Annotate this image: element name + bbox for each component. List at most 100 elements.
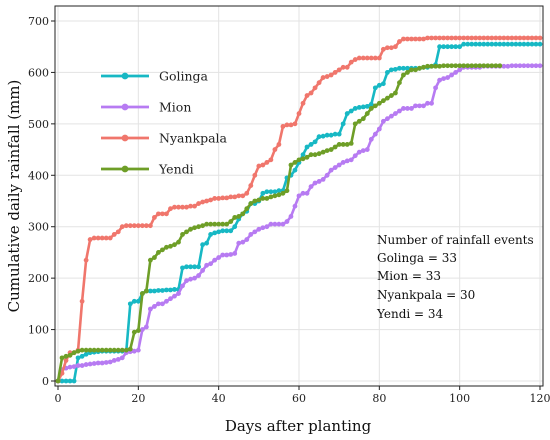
data-point-nyankpala xyxy=(364,55,370,61)
data-point-mion xyxy=(204,262,210,268)
data-point-yendi xyxy=(304,154,310,160)
data-point-nyankpala xyxy=(164,211,169,217)
data-point-yendi xyxy=(236,214,242,219)
data-point-yendi xyxy=(489,63,495,69)
data-point-yendi xyxy=(449,63,455,69)
data-point-mion xyxy=(184,278,189,284)
y-axis-title: Cumulative daily rainfall (mm) xyxy=(5,80,23,313)
data-point-yendi xyxy=(284,188,290,194)
data-point-yendi xyxy=(248,201,254,206)
data-point-mion xyxy=(208,261,214,267)
data-point-golinga xyxy=(131,298,137,304)
data-point-nyankpala xyxy=(529,35,535,41)
data-point-golinga xyxy=(384,70,390,75)
data-point-yendi xyxy=(59,355,65,361)
data-point-nyankpala xyxy=(413,36,418,42)
data-point-yendi xyxy=(268,194,274,200)
data-point-mion xyxy=(336,162,342,168)
data-point-mion xyxy=(445,75,451,80)
data-point-golinga xyxy=(364,103,370,109)
data-point-nyankpala xyxy=(172,204,177,210)
data-point-mion xyxy=(111,358,117,363)
data-point-nyankpala xyxy=(296,111,302,116)
data-point-yendi xyxy=(393,90,398,96)
data-point-golinga xyxy=(461,41,467,47)
data-point-nyankpala xyxy=(103,235,109,241)
data-point-yendi xyxy=(67,352,73,358)
data-point-yendi xyxy=(220,221,226,227)
data-point-yendi xyxy=(216,221,222,227)
data-point-mion xyxy=(264,224,270,230)
x-tick-label: 40 xyxy=(212,392,226,405)
data-point-golinga xyxy=(232,224,238,230)
data-point-mion xyxy=(533,63,539,69)
data-point-nyankpala xyxy=(445,35,451,41)
data-point-nyankpala xyxy=(441,35,446,41)
data-point-yendi xyxy=(135,328,141,333)
data-point-nyankpala xyxy=(493,35,499,41)
data-point-mion xyxy=(224,252,230,258)
data-point-golinga xyxy=(172,287,177,292)
data-point-yendi xyxy=(55,378,61,384)
data-point-nyankpala xyxy=(192,203,197,209)
data-point-nyankpala xyxy=(437,35,442,41)
data-point-mion xyxy=(99,360,105,366)
data-point-yendi xyxy=(417,65,422,71)
data-point-golinga xyxy=(63,378,69,384)
series-yendi xyxy=(55,63,503,384)
data-point-nyankpala xyxy=(324,74,330,79)
data-point-golinga xyxy=(268,189,274,195)
data-point-yendi xyxy=(83,347,89,353)
data-point-mion xyxy=(276,221,282,227)
data-point-mion xyxy=(103,360,109,365)
data-point-golinga xyxy=(147,288,153,294)
data-point-yendi xyxy=(147,257,153,263)
data-point-yendi xyxy=(368,106,374,111)
data-point-golinga xyxy=(529,41,535,47)
data-point-nyankpala xyxy=(228,194,234,200)
data-point-yendi xyxy=(320,149,326,155)
data-point-mion xyxy=(292,203,298,209)
data-point-yendi xyxy=(328,147,334,152)
data-point-yendi xyxy=(152,255,157,260)
data-point-mion xyxy=(320,177,326,182)
data-point-golinga xyxy=(473,41,479,47)
data-point-nyankpala xyxy=(252,172,258,178)
data-point-nyankpala xyxy=(348,59,354,65)
data-point-yendi xyxy=(119,347,125,353)
data-point-yendi xyxy=(437,63,442,69)
data-point-nyankpala xyxy=(147,223,153,229)
data-point-yendi xyxy=(272,193,278,199)
data-point-yendi xyxy=(79,347,85,353)
data-point-nyankpala xyxy=(216,196,222,201)
data-point-golinga xyxy=(397,65,402,71)
data-point-yendi xyxy=(376,100,382,106)
data-point-yendi xyxy=(244,206,250,212)
data-point-nyankpala xyxy=(372,55,378,61)
data-point-nyankpala xyxy=(224,195,230,201)
data-point-nyankpala xyxy=(188,203,193,209)
x-tick-label: 20 xyxy=(131,392,145,405)
data-point-nyankpala xyxy=(119,224,125,230)
legend-swatch-marker-golinga xyxy=(121,72,129,80)
data-point-nyankpala xyxy=(256,163,262,169)
data-point-mion xyxy=(172,293,177,299)
rainfall-events-annotation: Number of rainfall events Golinga = 33 M… xyxy=(376,233,534,321)
data-point-golinga xyxy=(312,139,318,145)
data-point-golinga xyxy=(340,121,346,127)
legend: Golinga Mion Nyankpala Yendi xyxy=(101,69,228,177)
data-point-mion xyxy=(421,103,426,109)
data-point-mion xyxy=(196,273,201,278)
data-point-nyankpala xyxy=(180,204,185,210)
data-point-nyankpala xyxy=(196,201,201,206)
data-point-golinga xyxy=(441,44,446,50)
y-tick-label: 500 xyxy=(28,118,49,131)
data-point-mion xyxy=(360,148,366,154)
data-point-yendi xyxy=(103,347,109,353)
data-point-yendi xyxy=(131,329,137,335)
data-point-nyankpala xyxy=(469,35,475,41)
data-point-golinga xyxy=(537,41,543,47)
data-point-yendi xyxy=(95,347,101,353)
data-point-nyankpala xyxy=(537,35,543,41)
data-point-yendi xyxy=(477,63,483,69)
